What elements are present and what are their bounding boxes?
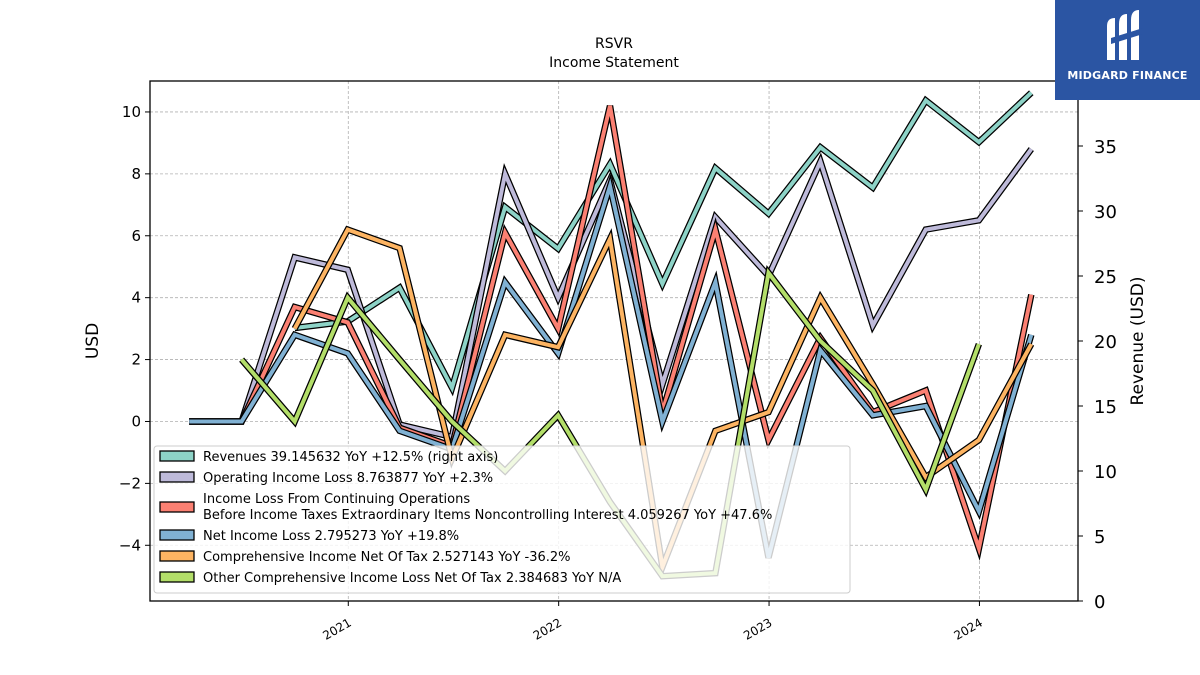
legend-swatch-other: [159, 571, 195, 583]
legend-label-comprehensive: Comprehensive Income Net Of Tax 2.527143…: [203, 550, 571, 565]
x-tick-label: 2021: [320, 615, 353, 642]
legend-label-revenues: Revenues 39.145632 YoY +12.5% (right axi…: [203, 450, 498, 465]
y-tick-label: 8: [131, 165, 141, 183]
y2-tick-label: 20: [1094, 332, 1117, 353]
y2-tick-label: 30: [1094, 202, 1117, 223]
legend-swatch-revenues: [159, 450, 195, 462]
legend-swatch-operating: [159, 471, 195, 483]
legend-label-pretax: Before Income Taxes Extraordinary Items …: [203, 508, 772, 523]
y2-tick-label: 10: [1094, 462, 1117, 483]
logo-name: MIDGARD FINANCE: [1067, 69, 1188, 82]
series-line-pretax: [189, 105, 1034, 557]
y-tick-label: −4: [119, 536, 141, 554]
legend-label-other: Other Comprehensive Income Loss Net Of T…: [203, 571, 621, 586]
legend-label-pretax: Income Loss From Continuing Operations: [203, 492, 470, 507]
y2-tick-label: 25: [1094, 267, 1117, 288]
x-axis: 2021 2022 2023 2024: [320, 601, 985, 643]
chart-title: RSVR: [595, 36, 633, 52]
y-tick-label: −2: [119, 474, 141, 492]
y2-tick-label: 0: [1094, 592, 1105, 613]
legend-swatch-net: [159, 529, 195, 541]
legend: Revenues 39.145632 YoY +12.5% (right axi…: [153, 445, 851, 594]
y-tick-label: 10: [122, 103, 141, 121]
y-tick-label: 4: [131, 289, 141, 307]
y2-tick-label: 35: [1094, 137, 1117, 158]
left-axis: −4 −2 0 2 4 6 8 10: [119, 103, 150, 554]
x-tick-label: 2023: [741, 615, 774, 642]
x-tick-label: 2024: [951, 615, 984, 642]
chart-subtitle: Income Statement: [549, 55, 679, 71]
y-tick-label: 6: [131, 227, 141, 245]
y-tick-label: 0: [131, 412, 141, 430]
legend-label-net: Net Income Loss 2.795273 YoY +19.8%: [203, 529, 459, 544]
legend-label-operating: Operating Income Loss 8.763877 YoY +2.3%: [203, 471, 493, 486]
right-axis: 0 5 10 15 20 25 30 35: [1078, 137, 1117, 613]
y-axis-label: USD: [83, 323, 103, 359]
legend-swatch-pretax: [159, 501, 195, 513]
logo-mark-icon: [1107, 10, 1143, 60]
y2-tick-label: 5: [1094, 527, 1105, 548]
y2-axis-label: Revenue (USD): [1128, 276, 1148, 405]
midgard-finance-logo: MIDGARD FINANCE: [1055, 0, 1200, 100]
legend-box: [153, 445, 851, 594]
y-tick-label: 2: [131, 351, 141, 369]
y2-tick-label: 15: [1094, 397, 1117, 418]
x-tick-label: 2022: [531, 615, 564, 642]
legend-swatch-comprehensive: [159, 550, 195, 562]
